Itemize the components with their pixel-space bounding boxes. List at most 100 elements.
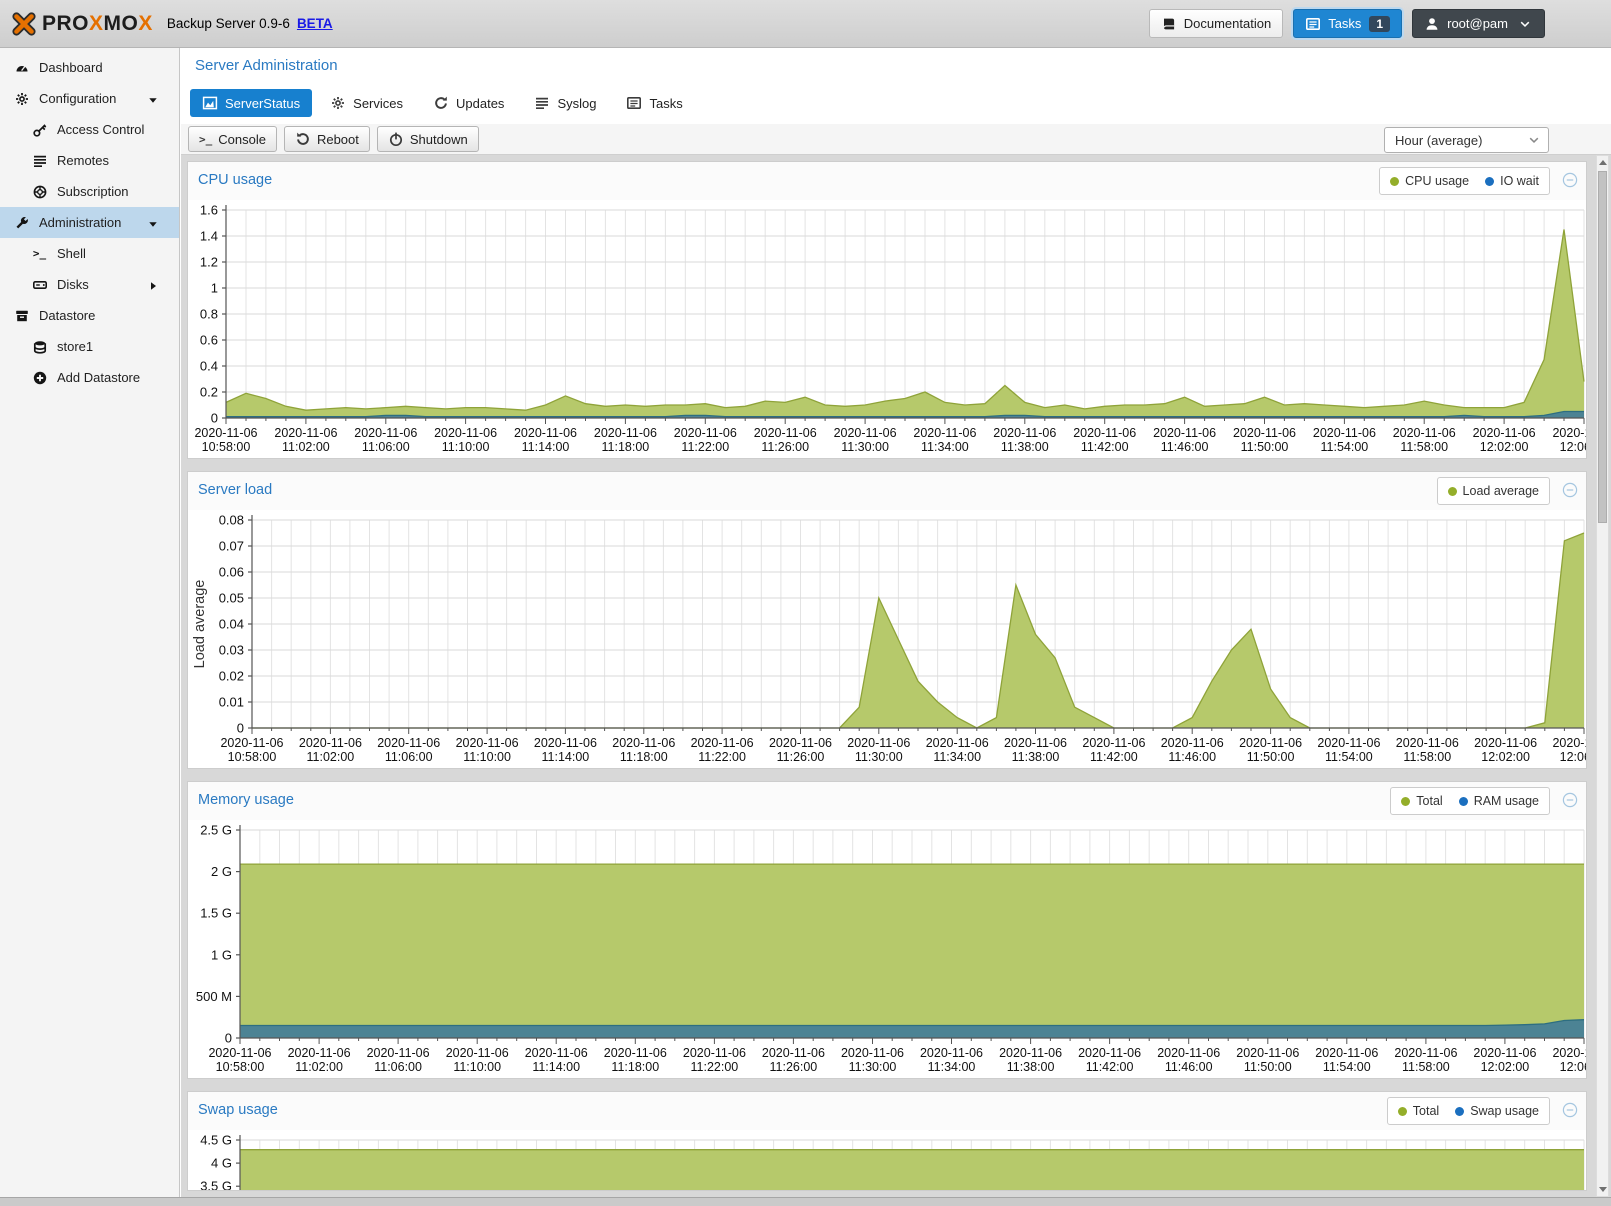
tasks-button[interactable]: Tasks 1 [1293, 9, 1403, 38]
collapse-panel-icon[interactable] [1562, 1102, 1578, 1118]
tree-down-icon[interactable] [143, 92, 162, 108]
svg-text:11:46:00: 11:46:00 [1168, 750, 1216, 764]
beta-link[interactable]: BETA [296, 16, 333, 31]
svg-text:11:34:00: 11:34:00 [928, 1060, 976, 1074]
svg-text:11:30:00: 11:30:00 [841, 440, 889, 454]
chart-cpu-usage: 00.20.40.60.811.21.41.62020-11-0610:58:0… [194, 203, 1586, 455]
vertical-scrollbar[interactable] [1596, 155, 1609, 1197]
syslog-icon [534, 95, 550, 111]
svg-text:11:58:00: 11:58:00 [1402, 1060, 1450, 1074]
tree-down-icon[interactable] [143, 216, 162, 232]
svg-text:11:42:00: 11:42:00 [1081, 440, 1129, 454]
tab-updates[interactable]: Updates [421, 89, 516, 117]
svg-text:0.01: 0.01 [219, 695, 244, 710]
window-bottom-edge [0, 1197, 1611, 1206]
user-icon [1424, 16, 1440, 32]
svg-text:1 G: 1 G [211, 947, 232, 962]
svg-text:2020-11-06: 2020-11-06 [999, 1046, 1062, 1060]
svg-text:2020-11-06: 2020-11-06 [841, 1046, 904, 1060]
svg-text:0.08: 0.08 [219, 513, 244, 528]
svg-text:2020-11-06: 2020-11-06 [367, 1046, 430, 1060]
svg-text:11:10:00: 11:10:00 [442, 440, 490, 454]
svg-text:2020-11-06: 2020-11-06 [208, 1046, 271, 1060]
tab-tasks[interactable]: Tasks [614, 89, 694, 117]
legend-label: Total [1416, 794, 1443, 808]
shutdown-button[interactable]: Shutdown [376, 126, 479, 152]
scroll-up-arrow-icon[interactable] [1597, 156, 1608, 169]
chart-legend: CPU usage IO wait [1379, 167, 1550, 195]
svg-text:1.4: 1.4 [200, 229, 218, 244]
sidebar-item-configuration[interactable]: Configuration [0, 83, 179, 114]
page-title: Server Administration [195, 57, 338, 74]
svg-text:11:38:00: 11:38:00 [1012, 750, 1060, 764]
remotes-icon [30, 153, 49, 169]
svg-text:1.2: 1.2 [200, 255, 218, 270]
key-icon [30, 122, 49, 138]
brand-wordmark: PROXMOX [42, 11, 153, 35]
tasks-count-badge: 1 [1369, 15, 1391, 32]
sidebar-item-shell[interactable]: >_ Shell [0, 238, 179, 269]
sidebar-item-store1[interactable]: store1 [0, 331, 179, 362]
tab-syslog[interactable]: Syslog [522, 89, 608, 117]
svg-text:2020-11-06: 2020-11-06 [847, 736, 910, 750]
collapse-panel-icon[interactable] [1562, 172, 1578, 188]
services-icon [330, 95, 346, 111]
svg-text:11:10:00: 11:10:00 [463, 750, 511, 764]
tab-label: Syslog [557, 95, 597, 111]
sidebar-item-access-control[interactable]: Access Control [0, 114, 179, 145]
sidebar-item-label: Add Datastore [57, 370, 141, 385]
reboot-button[interactable]: Reboot [283, 126, 370, 152]
charts-scroll-region: CPU usage CPU usage IO wait 0 0.2 0.4 0.6 0.8 1 1… [181, 155, 1611, 1198]
tab-services[interactable]: Services [318, 89, 415, 117]
svg-text:11:26:00: 11:26:00 [761, 440, 809, 454]
svg-text:2020-11-06: 2020-11-06 [220, 736, 283, 750]
tree-right-icon[interactable] [143, 278, 162, 294]
sidebar-item-add-datastore[interactable]: Add Datastore [0, 362, 179, 393]
svg-text:11:26:00: 11:26:00 [777, 750, 825, 764]
collapse-panel-icon[interactable] [1562, 792, 1578, 808]
panel-header: CPU usage CPU usage IO wait [188, 162, 1586, 200]
svg-text:2020-11-06: 2020-11-06 [288, 1046, 351, 1060]
svg-text:11:34:00: 11:34:00 [921, 440, 969, 454]
top-bar: PROXMOX Backup Server 0.9-6 BETA Documen… [0, 0, 1611, 48]
documentation-button[interactable]: Documentation [1148, 9, 1284, 38]
svg-text:12:02:00: 12:02:00 [1481, 750, 1530, 764]
svg-text:500 M: 500 M [196, 989, 232, 1004]
svg-text:2020-11-06: 2020-11-06 [1473, 426, 1536, 440]
console-button[interactable]: >_ Console [188, 126, 277, 152]
svg-text:11:34:00: 11:34:00 [933, 750, 981, 764]
sidebar-item-subscription[interactable]: Subscription [0, 176, 179, 207]
svg-text:2.5 G: 2.5 G [200, 823, 232, 838]
scrollbar-thumb[interactable] [1598, 171, 1607, 523]
serverstatus-icon [202, 95, 218, 111]
svg-text:3.5 G: 3.5 G [200, 1179, 232, 1190]
tab-serverstatus[interactable]: ServerStatus [190, 89, 313, 117]
sidebar-item-administration[interactable]: Administration [0, 207, 179, 238]
updates-icon [433, 95, 449, 111]
tab-label: ServerStatus [225, 95, 301, 111]
panel-title: Memory usage [198, 792, 294, 808]
user-menu-button[interactable]: root@pam [1412, 9, 1545, 38]
sidebar-item-datastore[interactable]: Datastore [0, 300, 179, 331]
svg-text:11:38:00: 11:38:00 [1007, 1060, 1055, 1074]
svg-text:0.02: 0.02 [219, 669, 244, 684]
time-range-select[interactable]: Hour (average) [1384, 127, 1549, 153]
tab-label: Tasks [649, 95, 683, 111]
svg-text:2020-11-06: 2020-11-06 [691, 736, 754, 750]
legend-label: Total [1412, 1104, 1440, 1118]
scroll-down-arrow-icon[interactable] [1597, 1183, 1608, 1196]
legend-label: Load average [1462, 484, 1539, 498]
svg-text:2020-11-06: 2020-11-06 [274, 426, 337, 440]
sidebar-item-remotes[interactable]: Remotes [0, 145, 179, 176]
panel-title: Swap usage [198, 1102, 278, 1118]
disks-icon [30, 277, 49, 293]
svg-text:2020-11-06: 2020-11-06 [762, 1046, 825, 1060]
legend-label: CPU usage [1405, 174, 1470, 188]
collapse-panel-icon[interactable] [1562, 482, 1578, 498]
sidebar-item-dashboard[interactable]: Dashboard [0, 52, 179, 83]
sidebar-item-label: Configuration [39, 91, 117, 106]
sidebar-item-disks[interactable]: Disks [0, 269, 179, 300]
panel-title: CPU usage [198, 172, 273, 188]
